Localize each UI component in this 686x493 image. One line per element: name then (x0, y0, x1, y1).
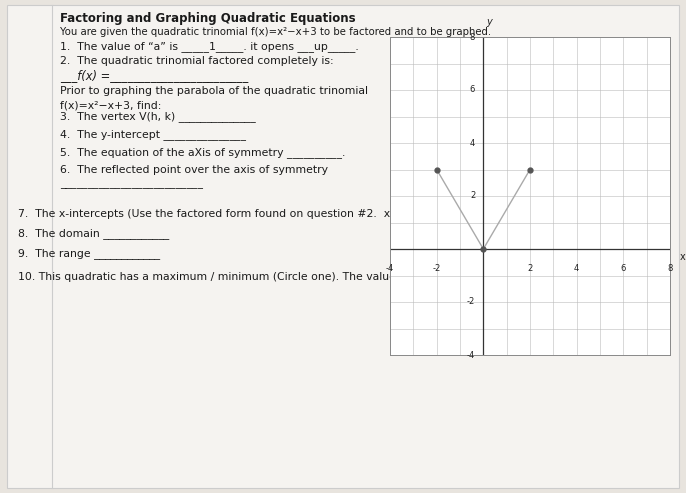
Text: y: y (486, 17, 492, 28)
Text: 2: 2 (528, 264, 532, 273)
Text: 8.  The domain ____________: 8. The domain ____________ (18, 228, 169, 239)
Text: 9.  The range ____________: 9. The range ____________ (18, 248, 160, 259)
Text: 1.  The value of “a” is _____1_____. it opens ___up_____.: 1. The value of “a” is _____1_____. it o… (60, 41, 359, 52)
Text: 7.  The x-intercepts (Use the factored form found on question #2.  x = ______ an: 7. The x-intercepts (Use the factored fo… (18, 208, 522, 219)
Text: 6: 6 (470, 85, 475, 95)
Text: 10. This quadratic has a maximum / minimum (Circle one). The value is: _________: 10. This quadratic has a maximum / minim… (18, 271, 486, 282)
Text: 5.  The equation of the aXis of symmetry __________.: 5. The equation of the aXis of symmetry … (60, 147, 345, 158)
Text: 2.  The quadratic trinomial factored completely is:: 2. The quadratic trinomial factored comp… (60, 56, 333, 66)
Text: 8: 8 (667, 264, 673, 273)
Text: 4: 4 (574, 264, 579, 273)
Text: 3.  The vertex V(h, k) ______________: 3. The vertex V(h, k) ______________ (60, 111, 256, 122)
Text: 4: 4 (470, 139, 475, 147)
Text: You are given the quadratic trinomial f(x)=x²−x+3 to be factored and to be graph: You are given the quadratic trinomial f(… (60, 27, 491, 37)
Text: 8: 8 (470, 33, 475, 41)
Text: 2: 2 (470, 191, 475, 201)
Text: ___f(x) =________________________: ___f(x) =________________________ (60, 69, 248, 82)
Text: -4: -4 (467, 351, 475, 359)
Text: Prior to graphing the parabola of the quadratic trinomial
f(x)=x²−x+3, find:: Prior to graphing the parabola of the qu… (60, 86, 368, 111)
Text: __________________________: __________________________ (60, 179, 203, 189)
Text: -2: -2 (433, 264, 441, 273)
Text: 6.  The reflected point over the axis of symmetry: 6. The reflected point over the axis of … (60, 165, 328, 175)
Text: Factoring and Graphing Quadratic Equations: Factoring and Graphing Quadratic Equatio… (60, 12, 355, 25)
Text: -4: -4 (386, 264, 394, 273)
Text: 6: 6 (621, 264, 626, 273)
Text: 4.  The y-intercept _______________: 4. The y-intercept _______________ (60, 129, 246, 140)
Text: x: x (680, 252, 686, 262)
Text: -2: -2 (467, 297, 475, 307)
